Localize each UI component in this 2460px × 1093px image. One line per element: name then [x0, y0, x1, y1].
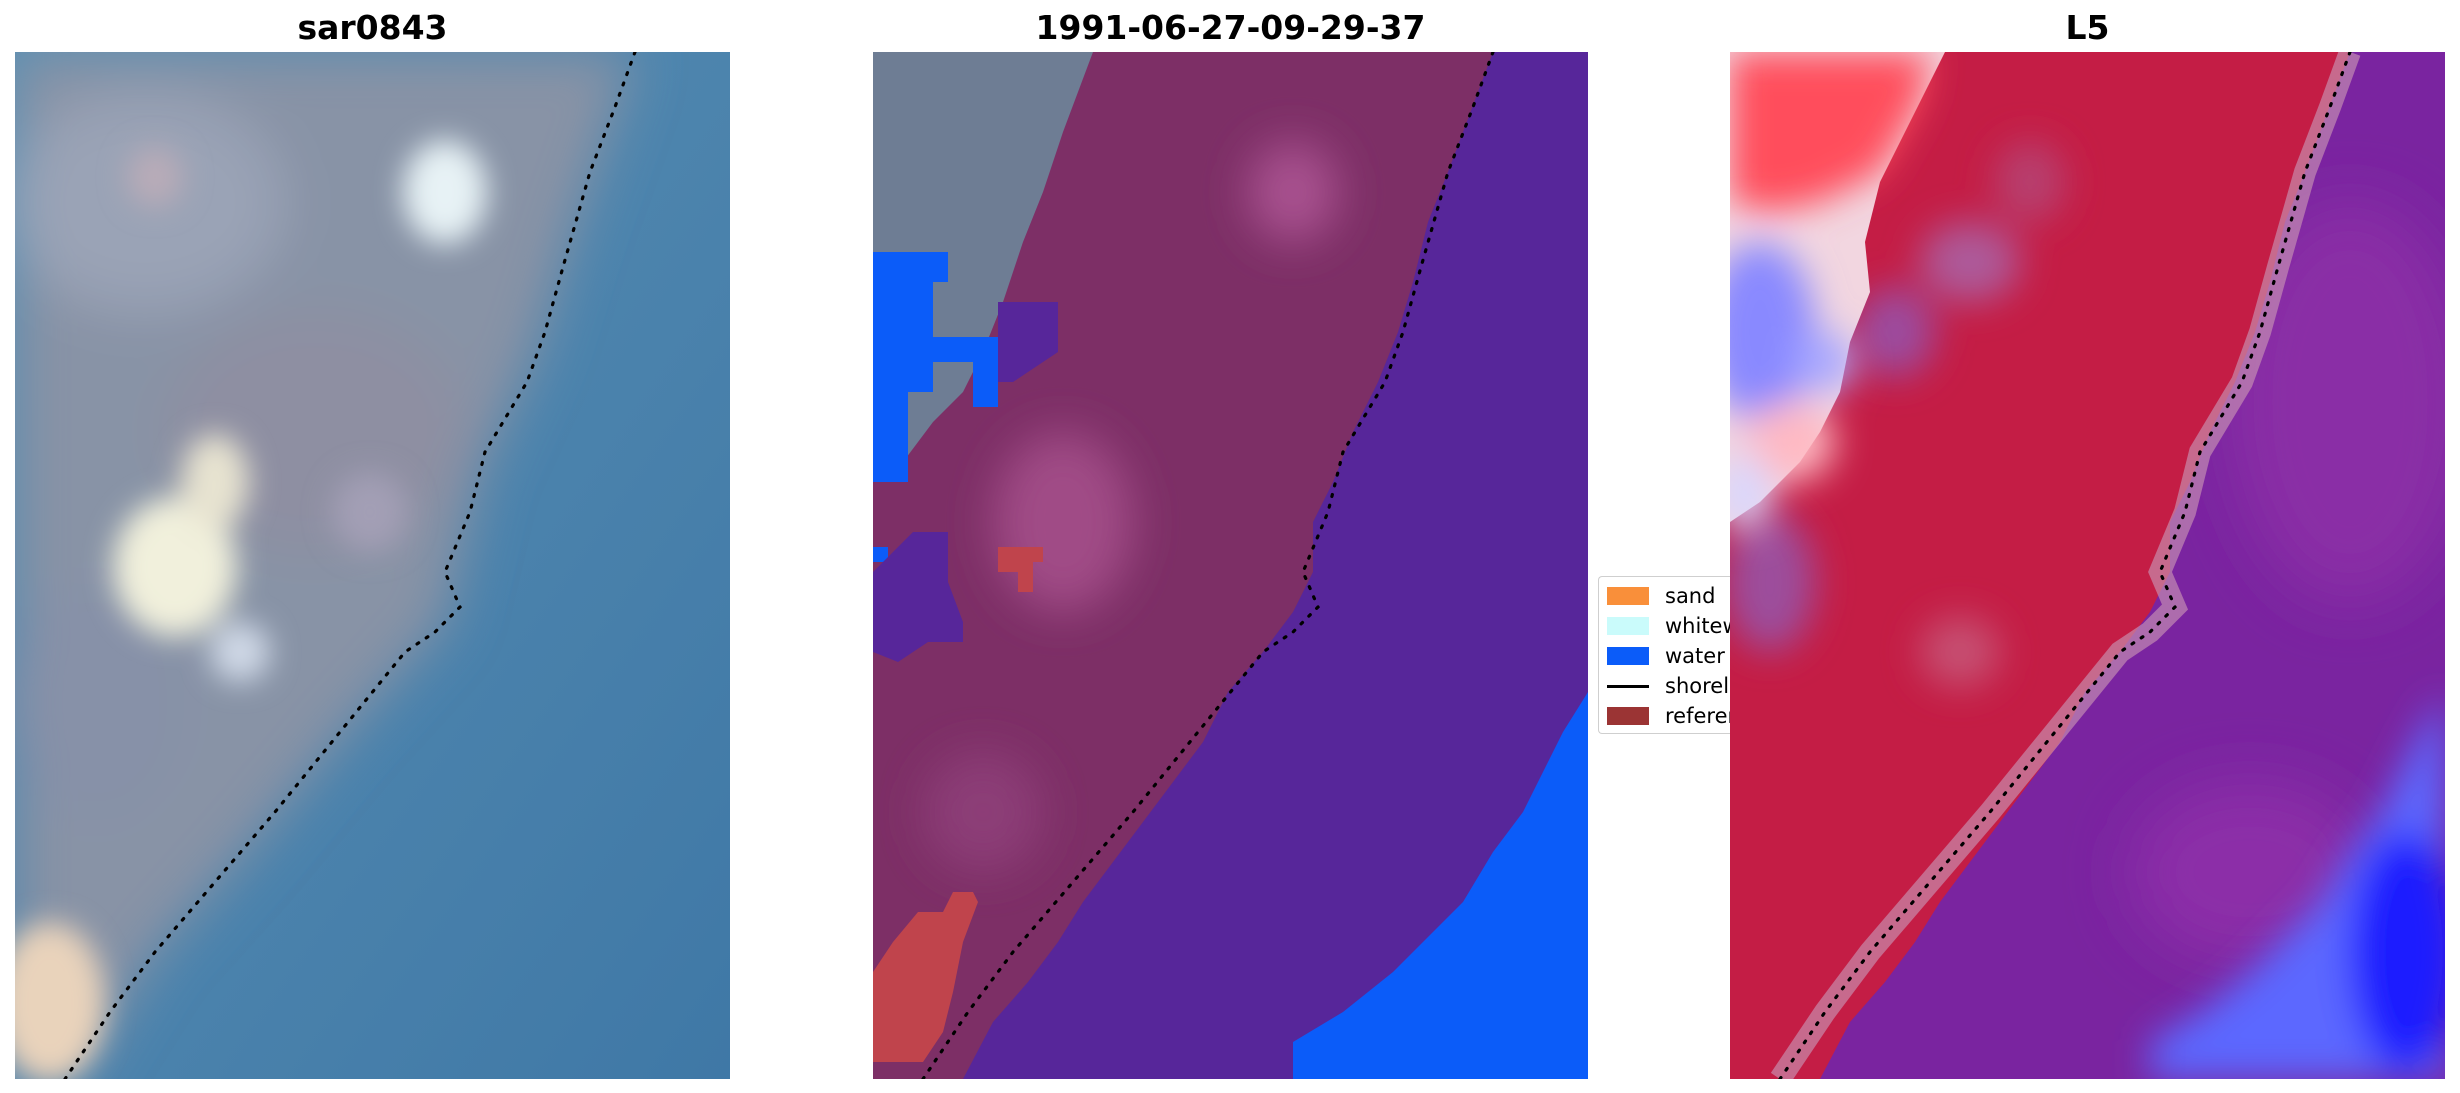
index-map: [1730, 52, 2445, 1079]
legend-swatch-whitewater: [1607, 617, 1649, 635]
legend-line-shoreline: [1607, 684, 1649, 688]
legend-label: sand: [1665, 584, 1716, 608]
legend-item-water: water: [1607, 642, 1725, 670]
panel-title-index: L5: [2065, 8, 2110, 47]
rgb-satellite-image: [15, 52, 730, 1079]
legend-item-sand: sand: [1607, 582, 1715, 610]
legend-swatch-reference: [1607, 707, 1649, 725]
legend-item-reference: reference: [1607, 702, 1731, 730]
legend-swatch-sand: [1607, 587, 1649, 605]
classification-map: [873, 52, 1588, 1079]
shoreline: [921, 52, 1495, 1079]
shoreline: [1778, 52, 2352, 1079]
legend-swatch-water: [1607, 647, 1649, 665]
legend-label: shoreline: [1665, 674, 1731, 698]
legend-label: reference: [1665, 704, 1731, 728]
legend-label: water: [1665, 644, 1725, 668]
shoreline: [63, 52, 637, 1079]
legend-item-shoreline: shoreline: [1607, 672, 1731, 700]
panel-title-classification: 1991-06-27-09-29-37: [1035, 8, 1426, 47]
panel-title-rgb: sar0843: [297, 8, 448, 47]
